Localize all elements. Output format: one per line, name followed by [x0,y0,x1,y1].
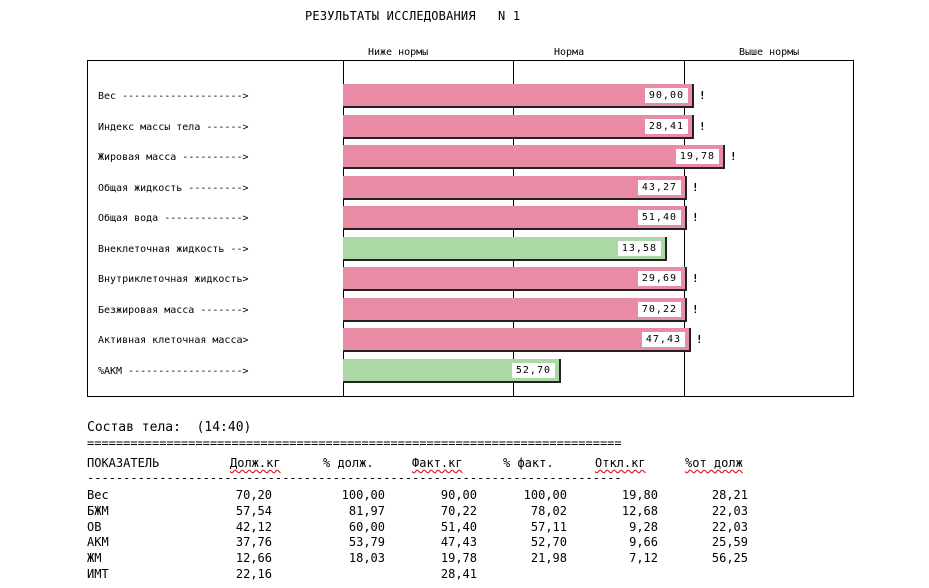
row-deviation-pct: 22,03 [711,504,748,518]
row-indicator: Вес [87,488,109,502]
row-due-pct: 81,97 [348,504,385,518]
indicator-bar: 19,78 [343,145,725,169]
indicator-bar: 52,70 [343,359,561,383]
results-chart-frame [87,60,854,397]
row-due-kg: 22,16 [235,567,272,581]
row-actual-pct: 78,02 [530,504,567,518]
header-due-pct: % долж. [323,456,374,470]
row-due-pct: 100,00 [341,488,385,502]
indicator-bar: 51,40 [343,206,687,230]
indicator-bar: 70,22 [343,298,687,322]
bar-label: Внутриклеточная жидкость> [98,274,249,285]
row-indicator: АКМ [87,535,109,549]
bar-value: 13,58 [617,241,661,256]
bar-label: Безжировая масса -------> [98,305,249,316]
header-deviation-kg: Откл.кг [595,456,646,470]
row-indicator: ИМТ [87,567,109,581]
row-deviation-kg: 12,68 [621,504,658,518]
row-deviation-kg: 9,28 [629,520,658,534]
bar-label: %АКМ -------------------> [98,366,249,377]
body-composition-title: Состав тела: (14:40) [87,420,252,435]
column-header-below-norm: Ниже нормы [368,47,429,58]
column-header-above-norm: Выше нормы [739,47,800,58]
bar-label: Индекс массы тела ------> [98,122,249,133]
bar-label: Общая вода -------------> [98,213,249,224]
row-actual-pct: 21,98 [530,551,567,565]
double-separator-line: ========================================… [87,437,622,449]
row-deviation-kg: 9,66 [629,535,658,549]
header-actual-pct: % факт. [503,456,554,470]
bar-value: 47,43 [641,332,685,347]
warning-flag: ! [692,272,699,285]
row-actual-kg: 70,22 [440,504,477,518]
indicator-bar: 43,27 [343,176,687,200]
row-actual-kg: 47,43 [440,535,477,549]
row-due-kg: 12,66 [235,551,272,565]
warning-flag: ! [692,181,699,194]
row-actual-kg: 19,78 [440,551,477,565]
indicator-bar: 47,43 [343,328,691,352]
row-deviation-pct: 28,21 [711,488,748,502]
warning-flag: ! [730,150,737,163]
row-deviation-pct: 25,59 [711,535,748,549]
row-actual-kg: 28,41 [440,567,477,581]
row-actual-pct: 57,11 [530,520,567,534]
row-due-kg: 42,12 [235,520,272,534]
warning-flag: ! [699,89,706,102]
bar-label: Общая жидкость ---------> [98,183,249,194]
header-due-kg: Долж.кг [230,456,281,470]
row-actual-pct: 100,00 [523,488,567,502]
row-due-kg: 70,20 [235,488,272,502]
row-due-pct: 53,79 [348,535,385,549]
warning-flag: ! [692,211,699,224]
indicator-bar: 13,58 [343,237,667,261]
indicator-bar: 90,00 [343,84,694,108]
page-title: РЕЗУЛЬТАТЫ ИССЛЕДОВАНИЯ N 1 [305,9,521,23]
single-separator-line: ----------------------------------------… [87,472,622,484]
indicator-bar: 29,69 [343,267,687,291]
bar-label: Внеклеточная жидкость --> [98,244,249,255]
bar-value: 90,00 [644,88,688,103]
row-actual-pct: 52,70 [530,535,567,549]
row-due-pct: 18,03 [348,551,385,565]
warning-flag: ! [699,120,706,133]
column-header-norm: Норма [554,47,585,58]
row-due-kg: 37,76 [235,535,272,549]
row-indicator: ОВ [87,520,102,534]
row-deviation-kg: 19,80 [621,488,658,502]
indicator-bar: 28,41 [343,115,694,139]
row-deviation-pct: 56,25 [711,551,748,565]
row-due-pct: 60,00 [348,520,385,534]
bar-value: 29,69 [637,271,681,286]
row-due-kg: 57,54 [235,504,272,518]
bar-value: 19,78 [675,149,719,164]
warning-flag: ! [696,333,703,346]
row-actual-kg: 51,40 [440,520,477,534]
bar-value: 70,22 [637,302,681,317]
bar-label: Жировая масса ----------> [98,152,249,163]
row-deviation-pct: 22,03 [711,520,748,534]
bar-value: 52,70 [511,363,555,378]
bar-label: Активная клеточная масса> [98,335,249,346]
bar-label: Вес --------------------> [98,91,249,102]
row-indicator: БЖМ [87,504,109,518]
warning-flag: ! [692,303,699,316]
header-indicator: ПОКАЗАТЕЛЬ [87,456,160,470]
row-indicator: ЖМ [87,551,102,565]
bar-value: 43,27 [637,180,681,195]
row-actual-kg: 90,00 [440,488,477,502]
row-deviation-kg: 7,12 [629,551,658,565]
bar-value: 51,40 [637,210,681,225]
bar-value: 28,41 [644,119,688,134]
header-actual-kg: Факт.кг [412,456,463,470]
header-deviation-pct: %от долж [685,456,743,470]
